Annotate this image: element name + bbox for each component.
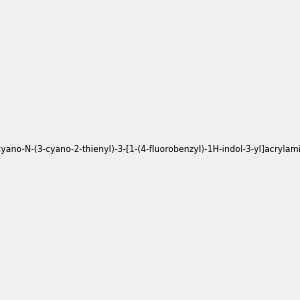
Text: 2-cyano-N-(3-cyano-2-thienyl)-3-[1-(4-fluorobenzyl)-1H-indol-3-yl]acrylamide: 2-cyano-N-(3-cyano-2-thienyl)-3-[1-(4-fl… bbox=[0, 146, 300, 154]
